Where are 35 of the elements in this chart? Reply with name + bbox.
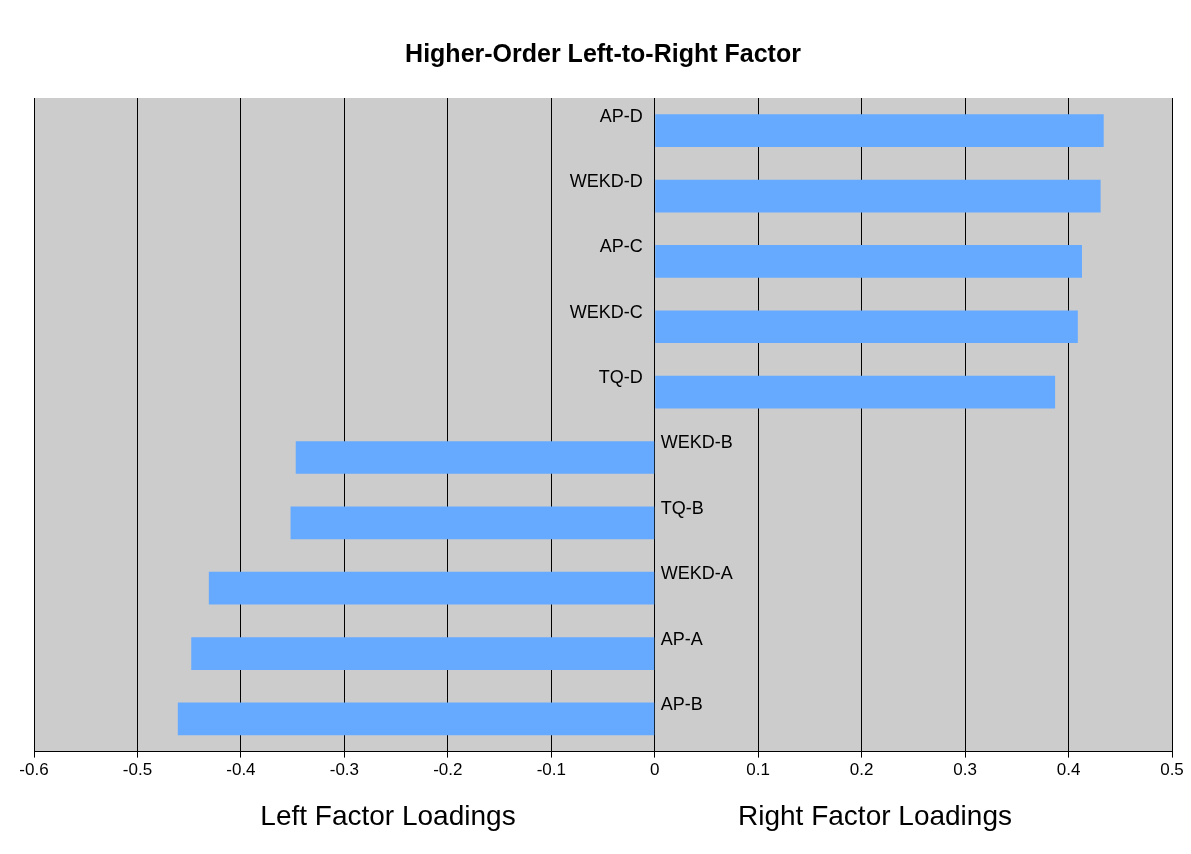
chart-title: Higher-Order Left-to-Right Factor <box>405 38 802 67</box>
x-tick-label: -0.1 <box>536 760 566 780</box>
bar <box>655 375 1056 409</box>
y-tick-label: WEKD-C <box>569 301 643 322</box>
x-tick-label: 0 <box>649 760 660 780</box>
bar <box>655 310 1078 344</box>
text: Left Factor Loadings <box>260 800 516 831</box>
y-tick-label: AP-D <box>599 105 643 126</box>
y-tick-label: TQ-B <box>660 497 704 518</box>
bar <box>208 571 655 605</box>
y-tick-label: WEKD-D <box>569 171 643 192</box>
bar <box>655 245 1082 278</box>
bar <box>290 506 655 540</box>
y-tick-label: WEKD-A <box>660 563 733 584</box>
y-tick-label: TQ-D <box>598 367 643 388</box>
x-tick-label: -0.3 <box>329 760 360 780</box>
bar <box>295 441 655 474</box>
bar <box>191 637 655 670</box>
y-tick-label: AP-C <box>599 236 643 257</box>
x-tick-label: -0.2 <box>433 760 463 780</box>
x-tick-label: 0.3 <box>953 760 977 780</box>
y-tick-label: WEKD-B <box>660 432 733 453</box>
bar <box>655 179 1101 213</box>
x-tick-label: 0.1 <box>746 760 770 780</box>
text: Right Factor Loadings <box>738 800 1012 831</box>
y-tick-label: AP-A <box>660 628 703 649</box>
x-tick-label: 0.2 <box>849 760 874 780</box>
x-tick-label: -0.4 <box>226 760 256 780</box>
y-tick-label: AP-B <box>660 693 703 714</box>
bar <box>177 702 655 736</box>
x-tick-label: 0.5 <box>1160 760 1184 780</box>
bar <box>655 114 1104 148</box>
x-tick-label: 0.4 <box>1056 760 1081 780</box>
x-tick-label: -0.5 <box>122 760 153 780</box>
x-tick-label: -0.6 <box>19 760 49 780</box>
